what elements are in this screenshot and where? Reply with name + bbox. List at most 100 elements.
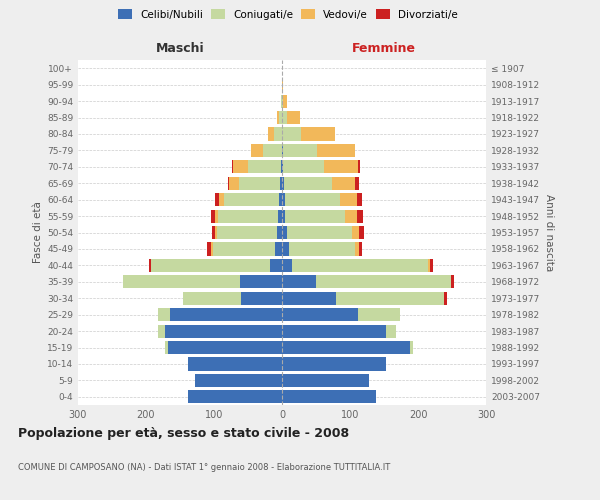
Bar <box>151 259 270 272</box>
Bar <box>282 144 283 157</box>
Bar <box>282 210 286 222</box>
Bar <box>287 226 352 239</box>
Bar <box>215 193 219 206</box>
Bar <box>188 390 282 404</box>
Bar <box>239 176 280 190</box>
Bar <box>283 144 317 157</box>
Bar <box>282 226 287 239</box>
Bar <box>428 259 430 272</box>
Bar <box>278 193 282 206</box>
Bar <box>123 275 240 288</box>
Bar <box>282 78 283 91</box>
Bar <box>282 374 369 387</box>
Bar <box>233 160 248 173</box>
Bar <box>218 210 278 222</box>
Bar <box>217 226 277 239</box>
Bar <box>340 193 357 206</box>
Bar <box>281 160 282 173</box>
Bar <box>212 226 215 239</box>
Bar <box>282 94 283 108</box>
Bar <box>358 160 359 173</box>
Bar <box>358 210 363 222</box>
Bar <box>451 275 454 288</box>
Bar <box>227 176 229 190</box>
Bar <box>324 160 358 173</box>
Bar <box>283 160 324 173</box>
Bar <box>289 242 355 256</box>
Bar <box>168 341 282 354</box>
Legend: Celibi/Nubili, Coniugati/e, Vedovi/e, Divorziati/e: Celibi/Nubili, Coniugati/e, Vedovi/e, Di… <box>114 5 462 24</box>
Bar <box>211 242 212 256</box>
Bar <box>316 275 451 288</box>
Bar <box>337 292 444 305</box>
Bar <box>292 259 428 272</box>
Bar <box>282 176 284 190</box>
Bar <box>282 275 316 288</box>
Bar <box>410 341 413 354</box>
Bar <box>359 226 364 239</box>
Bar <box>165 324 282 338</box>
Bar <box>280 176 282 190</box>
Bar <box>386 324 395 338</box>
Bar <box>430 259 433 272</box>
Bar <box>207 242 211 256</box>
Bar <box>251 144 263 157</box>
Bar <box>170 308 282 321</box>
Bar <box>286 210 345 222</box>
Bar <box>149 259 151 272</box>
Bar <box>282 292 337 305</box>
Bar <box>268 128 274 140</box>
Bar <box>282 341 410 354</box>
Bar <box>224 193 278 206</box>
Bar <box>317 144 355 157</box>
Bar <box>444 292 447 305</box>
Bar <box>232 160 233 173</box>
Bar <box>195 374 282 387</box>
Bar <box>282 358 386 370</box>
Bar <box>279 111 282 124</box>
Bar <box>345 210 358 222</box>
Bar <box>282 259 292 272</box>
Bar <box>355 176 359 190</box>
Bar <box>282 193 286 206</box>
Y-axis label: Anni di nascita: Anni di nascita <box>544 194 554 271</box>
Bar <box>215 210 218 222</box>
Bar <box>277 111 279 124</box>
Bar <box>332 176 355 190</box>
Bar <box>241 292 282 305</box>
Bar <box>282 242 289 256</box>
Bar <box>158 308 170 321</box>
Bar <box>215 226 217 239</box>
Bar <box>158 324 165 338</box>
Bar <box>358 308 400 321</box>
Bar <box>282 324 386 338</box>
Bar <box>357 193 362 206</box>
Bar <box>211 210 215 222</box>
Bar <box>282 128 301 140</box>
Bar <box>277 226 282 239</box>
Bar <box>278 210 282 222</box>
Bar <box>282 111 287 124</box>
Bar <box>287 111 299 124</box>
Bar <box>274 128 282 140</box>
Bar <box>352 226 359 239</box>
Text: Femmine: Femmine <box>352 42 416 55</box>
Bar <box>282 390 376 404</box>
Bar <box>282 160 283 173</box>
Bar <box>263 144 282 157</box>
Bar <box>219 193 224 206</box>
Text: COMUNE DI CAMPOSANO (NA) - Dati ISTAT 1° gennaio 2008 - Elaborazione TUTTITALIA.: COMUNE DI CAMPOSANO (NA) - Dati ISTAT 1°… <box>18 462 390 471</box>
Bar <box>359 242 362 256</box>
Bar <box>281 94 282 108</box>
Bar <box>275 242 282 256</box>
Bar <box>165 341 168 354</box>
Bar <box>212 242 275 256</box>
Bar <box>282 308 358 321</box>
Bar <box>229 176 239 190</box>
Bar <box>184 292 241 305</box>
Bar <box>355 242 359 256</box>
Bar <box>301 128 335 140</box>
Text: Popolazione per età, sesso e stato civile - 2008: Popolazione per età, sesso e stato civil… <box>18 428 349 440</box>
Y-axis label: Fasce di età: Fasce di età <box>33 202 43 264</box>
Bar <box>248 160 281 173</box>
